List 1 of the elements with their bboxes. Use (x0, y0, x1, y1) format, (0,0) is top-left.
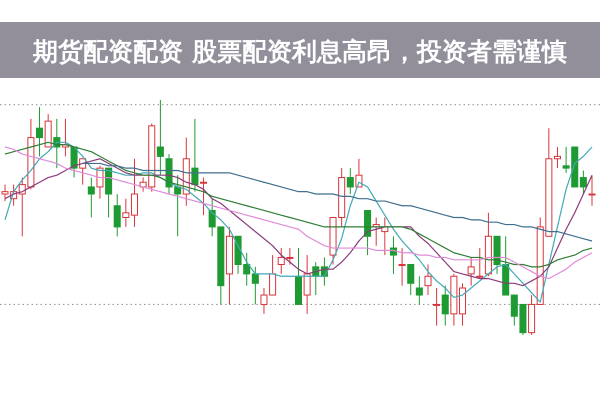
title: 期货配资配资 股票配资利息高昂，投资者需谨慎 (33, 37, 567, 66)
